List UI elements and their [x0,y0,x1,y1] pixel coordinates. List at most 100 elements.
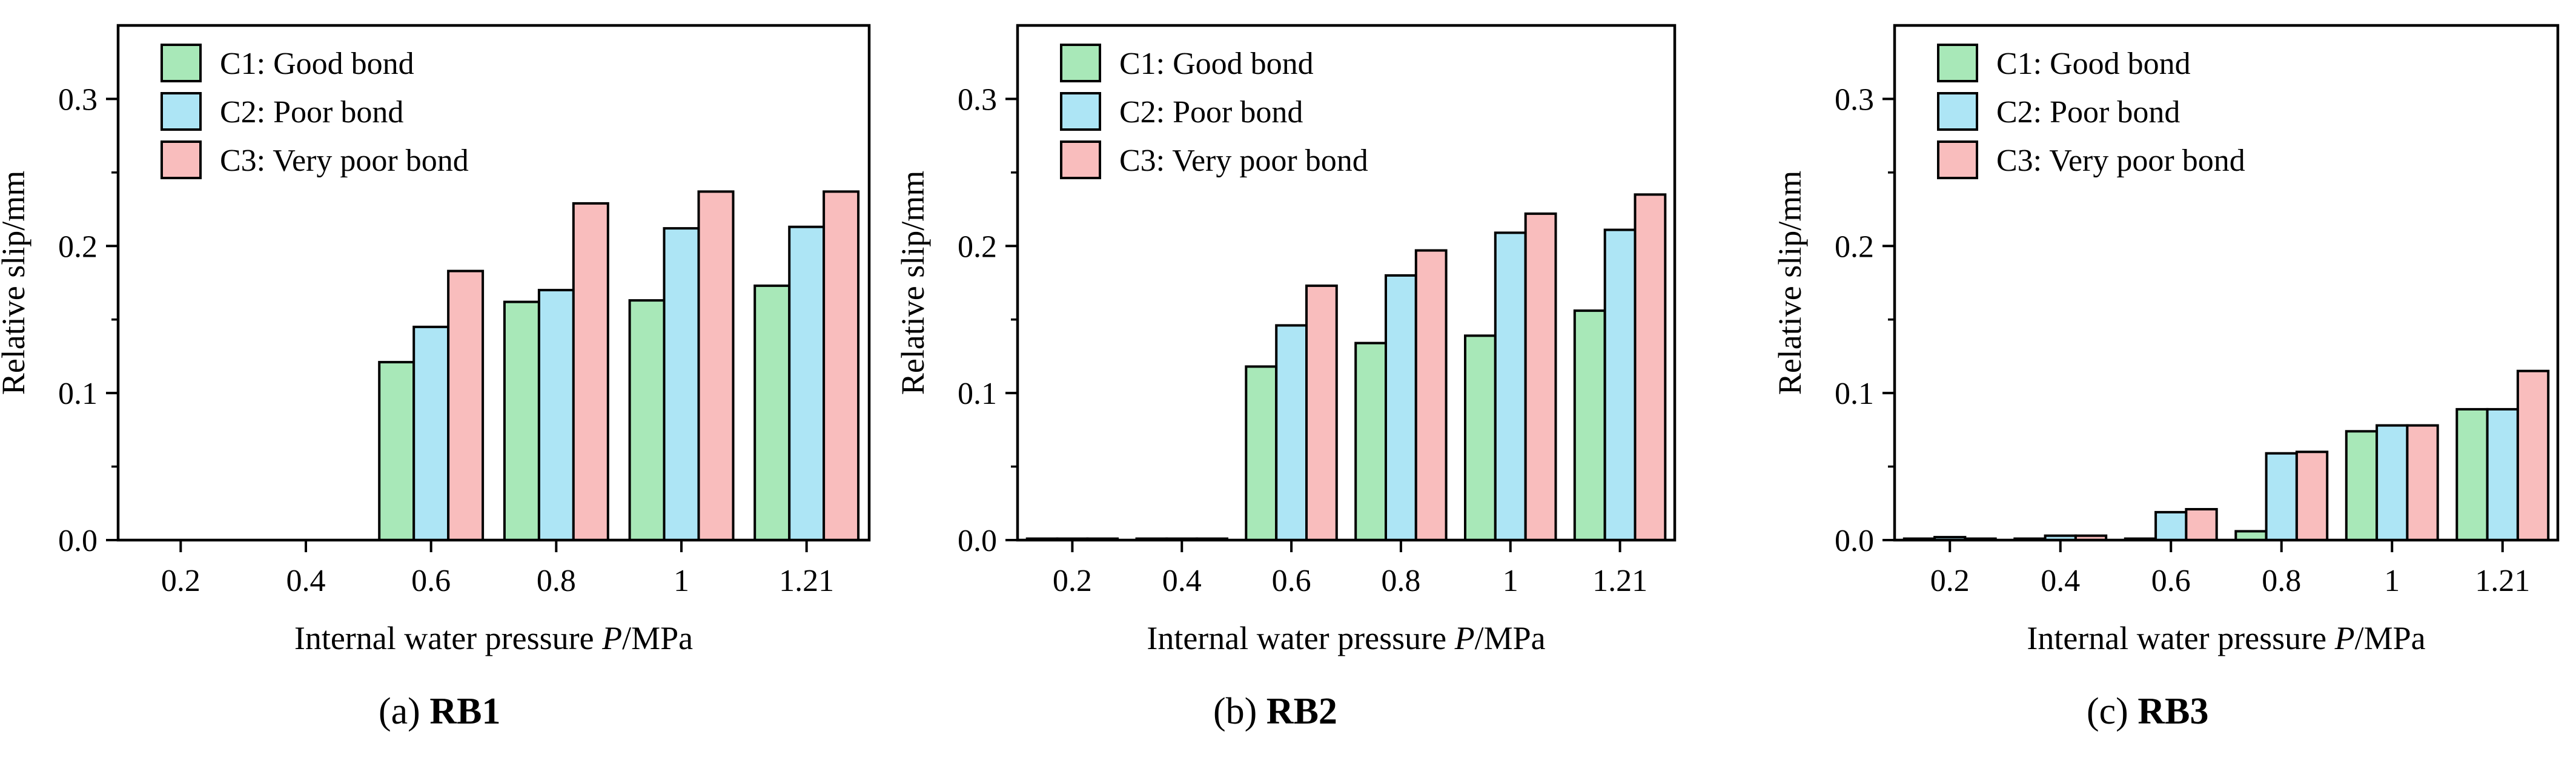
bar-s2-1.21 [1603,228,1637,542]
chart-panel-1: 0.0 0.1 0.2 0.3 0.2 0.4 0.6 0.8 1 1.21 Internal wa… [0,24,871,656]
legend-label-2: C2: Poor bond [1996,95,2180,130]
x-axis-title-unit: /MPa [2355,620,2426,656]
plot-frame [1016,24,1677,542]
legend-label-2: C2: Poor bond [1119,95,1303,130]
x-tick-label: 1 [674,564,689,598]
x-tick-label: 1.21 [779,564,834,598]
x-tick-label: 0.6 [2151,564,2191,598]
chart-panel-2: 0.0 0.1 0.2 0.3 0.2 0.4 0.6 0.8 1 1.21 Internal wa… [895,24,1677,656]
legend-swatch-2 [1937,92,1978,131]
bar-s3-0.8 [572,202,609,541]
bar-s3-1 [1524,212,1557,541]
legend-swatch-3 [1937,140,1978,179]
legend-label-3: C3: Very poor bond [220,144,469,178]
y-tick-label: 0.1 [58,377,98,411]
y-tick-label: 0.3 [58,82,98,117]
y-tick-label: 0.3 [958,82,997,117]
x-tick-label: 1 [1503,564,1518,598]
x-axis-title: Internal water pressure P/MPa [2027,620,2425,656]
bar-s3-0.8 [2295,450,2329,541]
bar-s2-0.6 [1275,324,1308,542]
bar-s1-1 [628,299,666,541]
bar-s2-1.21 [788,225,826,541]
y-tick-label: 0.1 [958,377,997,411]
bar-s2-0.8 [537,289,575,541]
legend-swatch-1 [161,44,202,82]
caption-a-name: RB1 [429,691,501,732]
x-axis-title-variable: P [2334,620,2355,656]
bar-s3-1 [2406,424,2439,541]
y-axis-title: Relative slip/mm [1772,171,1808,395]
caption-c-name: RB3 [2137,691,2209,732]
bar-s3-1.21 [2516,369,2550,541]
x-tick-label: 0.6 [411,564,451,598]
x-tick-label: 0.4 [286,564,326,598]
y-tick-label: 0.0 [958,524,997,558]
x-axis-title-variable: P [601,620,622,656]
bar-s1-1 [2345,430,2379,541]
legend-swatch-3 [1060,140,1101,179]
x-axis-title-text: Internal water pressure [2027,620,2334,656]
y-tick-label: 0.1 [1835,377,1874,411]
legend-label-3: C3: Very poor bond [1119,144,1368,178]
bar-s1-0.6 [1245,365,1278,542]
y-tick-label: 0.2 [58,229,98,264]
legend-label-1: C1: Good bond [220,47,414,81]
legend-label-1: C1: Good bond [1996,47,2191,81]
bar-s3-0.6 [2185,508,2218,541]
x-axis-title-unit: /MPa [1475,620,1546,656]
caption-c: (c) RB3 [2087,690,2208,733]
x-tick-label: 0.8 [2262,564,2301,598]
bar-s2-0.6 [2154,510,2188,542]
plot-frame [116,24,871,542]
bar-s1-0.6 [378,361,416,541]
caption-a: (a) RB1 [379,690,500,733]
caption-b-name: RB2 [1266,691,1337,732]
bar-s2-0.6 [412,325,450,542]
x-axis-title-variable: P [1454,620,1475,656]
y-tick-label: 0.2 [1835,229,1874,264]
x-tick-label: 0.8 [1381,564,1420,598]
x-axis-title-text: Internal water pressure [1147,620,1454,656]
y-tick-label: 0.3 [1835,82,1874,117]
bar-s1-1.21 [753,284,791,541]
legend-swatch-1 [1937,44,1978,82]
chart-panel-3: 0.0 0.1 0.2 0.3 0.2 0.4 0.6 0.8 1 1.21 Internal wa… [1772,24,2560,656]
bar-s1-1.21 [1573,309,1606,541]
y-tick-label: 0.0 [58,524,98,558]
bar-s2-0.8 [1385,274,1417,541]
x-tick-label: 1.21 [2475,564,2530,598]
x-axis-title-text: Internal water pressure [294,620,602,656]
x-tick-label: 1.21 [1592,564,1647,598]
caption-a-label: (a) [379,691,420,732]
x-axis-title: Internal water pressure P/MPa [294,620,693,656]
y-axis-title: Relative slip/mm [0,171,31,395]
bar-s2-0.8 [2265,452,2298,542]
bar-s3-0.6 [447,269,485,541]
x-tick-label: 0.8 [537,564,576,598]
bar-s2-1 [663,227,700,542]
x-axis-title: Internal water pressure P/MPa [1147,620,1545,656]
bar-s2-1.21 [2486,407,2519,542]
x-axis-title-unit: /MPa [622,620,693,656]
plot-frame [1893,24,2560,542]
bar-s3-1.21 [1634,193,1667,541]
caption-c-label: (c) [2087,691,2128,732]
bar-s1-0.8 [1354,341,1387,541]
bar-s3-0.6 [1305,284,1338,541]
legend-label-2: C2: Poor bond [220,95,403,130]
bar-s2-1 [2376,424,2409,541]
caption-b-label: (b) [1213,691,1257,732]
bar-s1-1 [1464,334,1497,542]
x-tick-label: 0.4 [2041,564,2080,598]
legend-swatch-2 [161,92,202,131]
x-tick-label: 0.6 [1272,564,1311,598]
legend-label-3: C3: Very poor bond [1996,144,2245,178]
bar-s1-0.8 [503,300,540,541]
x-tick-label: 0.2 [1053,564,1092,598]
x-tick-label: 0.4 [1162,564,1202,598]
x-tick-label: 1 [2384,564,2400,598]
bar-s2-1 [1494,231,1527,541]
caption-b: (b) RB2 [1213,690,1337,733]
